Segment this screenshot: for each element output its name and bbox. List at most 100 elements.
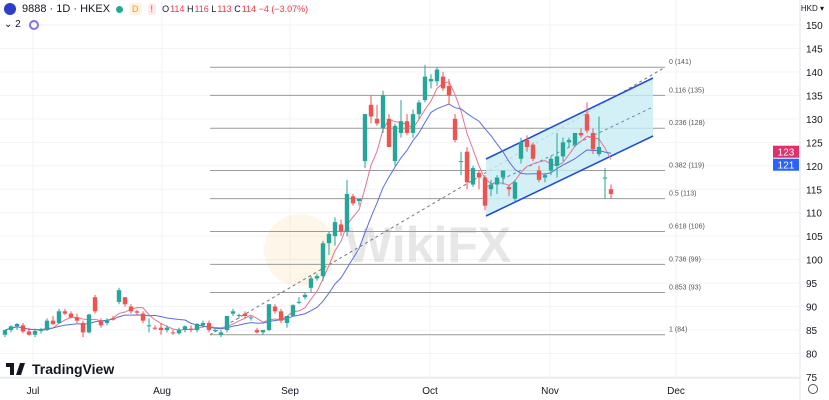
candle-body[interactable]: [404, 121, 410, 133]
candle-body[interactable]: [284, 315, 290, 324]
candle-body[interactable]: [140, 313, 146, 321]
candle-body[interactable]: [560, 142, 566, 157]
candle-body[interactable]: [542, 175, 548, 178]
candle-body[interactable]: [500, 170, 506, 178]
candle-body[interactable]: [332, 222, 338, 237]
candle-body[interactable]: [290, 305, 296, 316]
candle-body[interactable]: [116, 290, 122, 302]
settings-icon[interactable]: [808, 384, 818, 394]
candle-body[interactable]: [422, 76, 428, 101]
candle-body[interactable]: [266, 304, 272, 331]
candle-body[interactable]: [122, 297, 128, 305]
candle-body[interactable]: [374, 118, 380, 124]
candle-body[interactable]: [26, 331, 32, 335]
candle-body[interactable]: [146, 325, 152, 327]
candle-body[interactable]: [260, 330, 266, 333]
candle-body[interactable]: [206, 323, 212, 331]
candle-body[interactable]: [506, 186, 512, 190]
candle-body[interactable]: [446, 86, 452, 96]
candle-body[interactable]: [44, 320, 50, 331]
candle-body[interactable]: [356, 198, 362, 201]
candle-body[interactable]: [176, 330, 182, 334]
candle-body[interactable]: [566, 139, 572, 143]
candle-body[interactable]: [110, 318, 116, 320]
candle-body[interactable]: [188, 328, 194, 331]
candle-body[interactable]: [368, 104, 374, 117]
candle-body[interactable]: [380, 95, 386, 129]
symbol-title[interactable]: 9888 · 1D · HKEX: [22, 3, 111, 15]
candle-body[interactable]: [50, 320, 56, 324]
alert-badge[interactable]: !: [147, 3, 157, 15]
candle-body[interactable]: [596, 147, 602, 155]
candle-body[interactable]: [8, 326, 14, 331]
candle-body[interactable]: [56, 311, 62, 324]
candle-body[interactable]: [392, 125, 398, 162]
candle-body[interactable]: [14, 323, 20, 327]
candle-body[interactable]: [86, 314, 92, 333]
candle-body[interactable]: [536, 170, 542, 180]
candle-body[interactable]: [104, 320, 110, 324]
candle-body[interactable]: [302, 294, 308, 298]
candle-body[interactable]: [362, 114, 368, 162]
candle-body[interactable]: [62, 311, 68, 314]
candle-body[interactable]: [224, 315, 230, 331]
candle-body[interactable]: [98, 320, 104, 326]
candle-body[interactable]: [554, 156, 560, 166]
candle-body[interactable]: [440, 76, 446, 89]
candle-body[interactable]: [452, 118, 458, 140]
candle-body[interactable]: [152, 327, 158, 329]
candle-body[interactable]: [572, 132, 578, 145]
candle-body[interactable]: [20, 325, 26, 332]
candle-body[interactable]: [488, 184, 494, 190]
candle-body[interactable]: [308, 278, 314, 288]
candle-body[interactable]: [416, 102, 422, 115]
candle-body[interactable]: [458, 161, 464, 163]
candle-body[interactable]: [428, 78, 434, 82]
candle-body[interactable]: [2, 330, 8, 335]
candle-body[interactable]: [350, 196, 356, 204]
candle-body[interactable]: [398, 121, 404, 133]
candle-body[interactable]: [326, 233, 332, 244]
candle-body[interactable]: [410, 114, 416, 133]
candle-body[interactable]: [470, 168, 476, 185]
candle-body[interactable]: [278, 311, 284, 321]
candle-body[interactable]: [200, 323, 206, 326]
channel-upper-line[interactable]: [485, 77, 654, 160]
candle-body[interactable]: [230, 311, 236, 314]
candle-body[interactable]: [602, 177, 608, 179]
candle-body[interactable]: [212, 330, 218, 332]
candle-body[interactable]: [170, 332, 176, 334]
candle-body[interactable]: [584, 114, 590, 131]
candle-body[interactable]: [218, 332, 224, 335]
candle-body[interactable]: [158, 327, 164, 331]
candle-body[interactable]: [314, 276, 320, 279]
candle-body[interactable]: [272, 306, 278, 312]
candle-body[interactable]: [386, 118, 392, 148]
candle-body[interactable]: [134, 311, 140, 313]
candle-body[interactable]: [476, 172, 482, 178]
candle-body[interactable]: [524, 139, 530, 148]
candle-body[interactable]: [464, 151, 470, 183]
candle-body[interactable]: [128, 306, 134, 312]
candle-body[interactable]: [248, 317, 254, 319]
candle-body[interactable]: [236, 315, 242, 317]
indicators-toggle[interactable]: ⌄ 2: [4, 19, 21, 30]
candle-body[interactable]: [608, 189, 614, 194]
candle-body[interactable]: [434, 69, 440, 82]
candle-body[interactable]: [80, 323, 86, 333]
channel-lower-line[interactable]: [485, 135, 654, 217]
candle-body[interactable]: [74, 317, 80, 321]
candle-body[interactable]: [512, 182, 518, 199]
candle-body[interactable]: [296, 301, 302, 303]
tradingview-logo[interactable]: TradingView: [6, 361, 114, 377]
candle-body[interactable]: [254, 330, 260, 333]
candle-body[interactable]: [68, 313, 74, 318]
candle-body[interactable]: [242, 313, 248, 316]
candle-body[interactable]: [194, 323, 200, 331]
candle-body[interactable]: [344, 193, 350, 232]
ma-slow-line[interactable]: [4, 103, 612, 331]
currency-selector[interactable]: HKD ▾: [800, 4, 824, 13]
candle-body[interactable]: [482, 177, 488, 206]
candle-body[interactable]: [518, 142, 524, 159]
